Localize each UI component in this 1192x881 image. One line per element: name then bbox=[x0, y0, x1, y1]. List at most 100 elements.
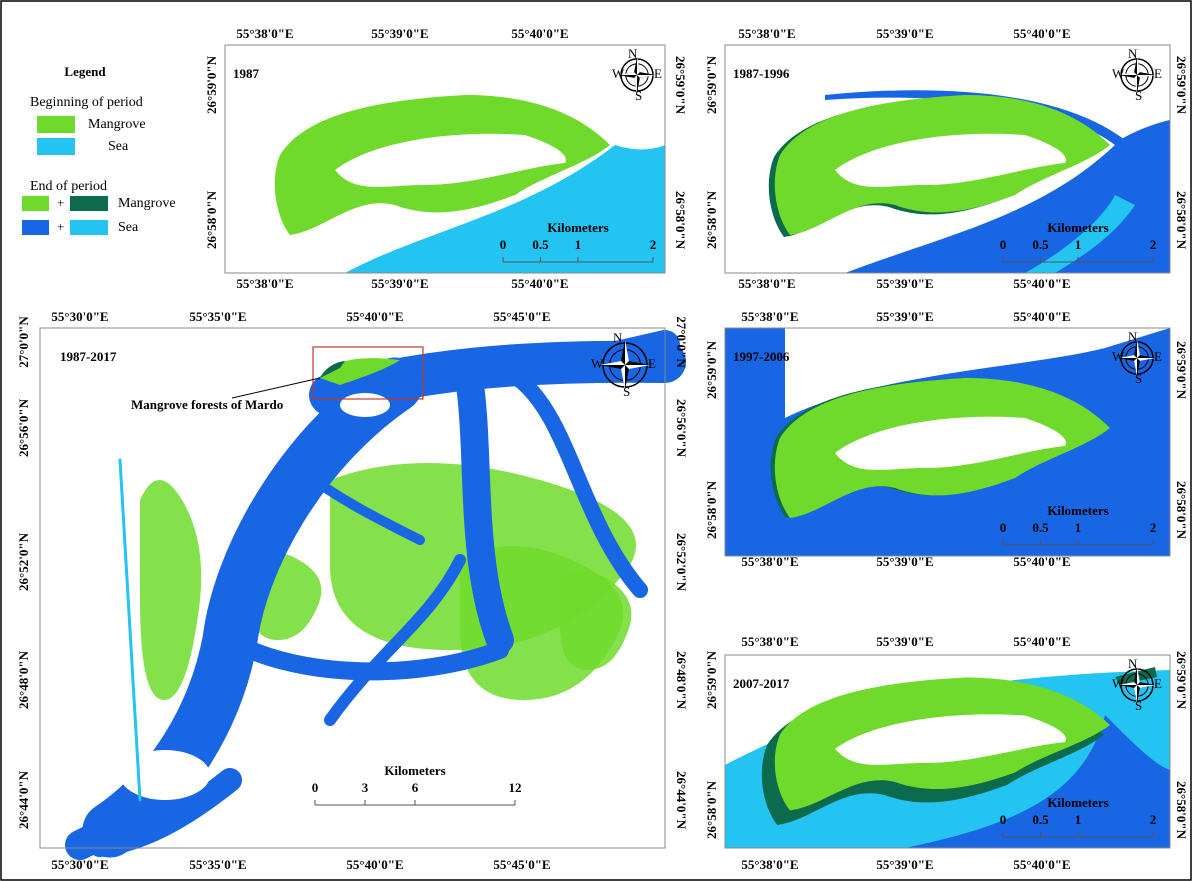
coord-label: 26°52'0"N bbox=[16, 532, 31, 591]
coord-label: 26°59'0"N bbox=[1174, 56, 1189, 115]
coord-label: 26°56'0"N bbox=[16, 398, 31, 457]
coord-label: 55°39'0"E bbox=[371, 276, 428, 291]
compass-label: W bbox=[1112, 66, 1125, 81]
scale-tick-label: 1 bbox=[1075, 520, 1082, 535]
figure: LegendBeginning of periodMangroveSeaEnd … bbox=[0, 0, 1192, 881]
swatch bbox=[22, 220, 49, 235]
annotation: Mangrove forests of Mardo bbox=[131, 397, 283, 412]
scale-tick-label: 1 bbox=[1075, 812, 1082, 827]
coord-label: 55°30'0"E bbox=[51, 857, 108, 872]
compass-label: N bbox=[628, 46, 638, 61]
coord-label: 55°45'0"E bbox=[493, 857, 550, 872]
scale-tick-label: 2 bbox=[650, 237, 657, 252]
coord-label: 26°59'0"N bbox=[704, 340, 719, 399]
panel-title: 2007-2017 bbox=[733, 676, 790, 691]
compass-label: W bbox=[612, 66, 625, 81]
compass-label: N bbox=[613, 330, 623, 345]
legend-item: Mangrove bbox=[118, 196, 176, 211]
compass-label: E bbox=[648, 356, 656, 371]
scale-tick-label: 0 bbox=[1000, 237, 1007, 252]
coord-label: 55°40'0"E bbox=[1013, 309, 1070, 324]
scale-tick-label: 12 bbox=[509, 780, 522, 795]
panel-title: 1987-1996 bbox=[733, 66, 790, 81]
swatch bbox=[37, 116, 75, 133]
coord-label: 55°35'0"E bbox=[189, 309, 246, 324]
compass-label: S bbox=[623, 384, 630, 399]
coord-label: 26°44'0"N bbox=[674, 771, 689, 830]
scale-tick-label: 2 bbox=[1150, 812, 1157, 827]
coord-label: 55°38'0"E bbox=[236, 276, 293, 291]
scale-tick-label: 0 bbox=[1000, 520, 1007, 535]
coord-label: 26°58'0"N bbox=[1174, 191, 1189, 250]
scale-tick-label: 0.5 bbox=[532, 237, 549, 252]
map bbox=[725, 328, 1170, 556]
coord-label: 26°59'0"N bbox=[204, 55, 219, 114]
compass-label: E bbox=[654, 66, 662, 81]
coord-label: 26°58'0"N bbox=[704, 190, 719, 249]
scale-tick-label: 0 bbox=[1000, 812, 1007, 827]
coord-label: 26°48'0"N bbox=[674, 651, 689, 710]
scale-tick-label: 0 bbox=[500, 237, 507, 252]
scale-tick-label: 2 bbox=[1150, 237, 1157, 252]
panel-title: 1987-2017 bbox=[60, 349, 117, 364]
compass-label: S bbox=[1135, 88, 1142, 103]
coord-label: 55°38'0"E bbox=[741, 554, 798, 569]
compass-label: S bbox=[1135, 698, 1142, 713]
compass-label: N bbox=[1128, 656, 1138, 671]
scale-title: Kilometers bbox=[1047, 795, 1108, 810]
coord-label: 55°30'0"E bbox=[51, 309, 108, 324]
coord-label: 26°52'0"N bbox=[674, 533, 689, 592]
compass-label: S bbox=[635, 88, 642, 103]
compass-label: E bbox=[1154, 66, 1162, 81]
legend-item: Sea bbox=[108, 139, 129, 154]
swatch bbox=[37, 138, 75, 155]
coord-label: 26°58'0"N bbox=[673, 191, 688, 250]
coord-label: 55°39'0"E bbox=[876, 26, 933, 41]
scale-tick-label: 1 bbox=[575, 237, 582, 252]
coord-label: 55°40'0"E bbox=[1013, 634, 1070, 649]
coord-label: 55°40'0"E bbox=[1013, 857, 1070, 872]
scale-tick-label: 0.5 bbox=[1032, 520, 1049, 535]
coord-label: 26°59'0"N bbox=[704, 55, 719, 114]
coord-label: 55°40'0"E bbox=[511, 26, 568, 41]
legend-subtitle: Beginning of period bbox=[30, 95, 143, 110]
island bbox=[120, 750, 210, 800]
compass-label: N bbox=[1128, 329, 1138, 344]
compass-label: N bbox=[1128, 46, 1138, 61]
compass-label: W bbox=[1112, 349, 1125, 364]
coord-label: 55°40'0"E bbox=[1013, 554, 1070, 569]
coord-label: 55°40'0"E bbox=[1013, 26, 1070, 41]
compass-label: W bbox=[1112, 676, 1125, 691]
coord-label: 26°56'0"N bbox=[674, 399, 689, 458]
compass-label: W bbox=[591, 356, 604, 371]
coord-label: 55°38'0"E bbox=[741, 634, 798, 649]
coord-label: 26°59'0"N bbox=[673, 56, 688, 115]
coord-label: 55°38'0"E bbox=[741, 309, 798, 324]
coord-label: 55°40'0"E bbox=[346, 309, 403, 324]
coord-label: 55°39'0"E bbox=[876, 857, 933, 872]
scale-tick-label: 2 bbox=[1150, 520, 1157, 535]
coord-label: 27°0'0"N bbox=[674, 316, 689, 368]
scale-tick-label: 0.5 bbox=[1032, 237, 1049, 252]
swatch bbox=[22, 196, 49, 211]
coord-label: 55°38'0"E bbox=[741, 857, 798, 872]
coord-label: 55°35'0"E bbox=[189, 857, 246, 872]
compass-label: S bbox=[1135, 371, 1142, 386]
legend-item: Sea bbox=[118, 220, 139, 235]
coord-label: 55°39'0"E bbox=[876, 634, 933, 649]
legend-subtitle: End of period bbox=[30, 179, 107, 194]
coord-label: 26°58'0"N bbox=[1174, 781, 1189, 840]
scale-title: Kilometers bbox=[384, 763, 445, 778]
scale-tick-label: 0 bbox=[312, 780, 319, 795]
coord-label: 55°40'0"E bbox=[1013, 276, 1070, 291]
coord-label: 26°59'0"N bbox=[1174, 341, 1189, 400]
coord-label: 55°40'0"E bbox=[346, 857, 403, 872]
coord-label: 55°38'0"E bbox=[738, 26, 795, 41]
coord-label: 26°44'0"N bbox=[16, 770, 31, 829]
coord-label: 55°45'0"E bbox=[493, 309, 550, 324]
coord-label: 55°39'0"E bbox=[876, 309, 933, 324]
coord-label: 55°38'0"E bbox=[236, 26, 293, 41]
coord-label: 55°39'0"E bbox=[371, 26, 428, 41]
panel-title: 1987 bbox=[233, 66, 260, 81]
scale-title: Kilometers bbox=[1047, 220, 1108, 235]
